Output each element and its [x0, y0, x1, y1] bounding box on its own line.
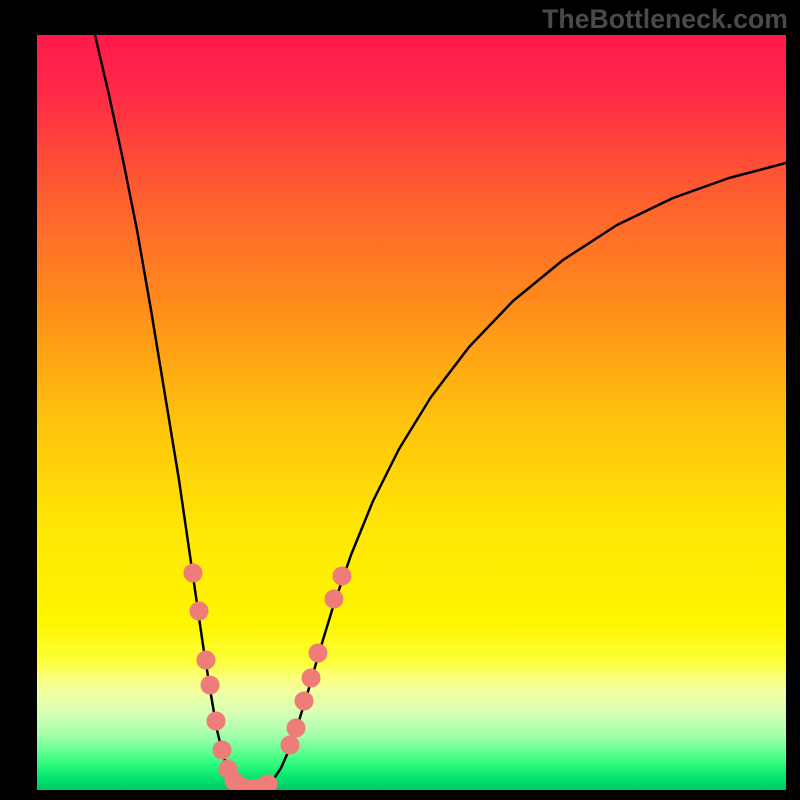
curve-marker — [333, 567, 351, 585]
curve-marker — [207, 712, 225, 730]
curve-marker — [184, 564, 202, 582]
curve-marker — [201, 676, 219, 694]
curve-marker — [259, 775, 277, 790]
plot-area — [37, 35, 786, 790]
curve-layer — [37, 35, 786, 790]
curve-markers — [184, 564, 351, 790]
curve-marker — [309, 644, 327, 662]
curve-marker — [281, 736, 299, 754]
v-curve — [95, 35, 786, 789]
curve-marker — [325, 590, 343, 608]
curve-marker — [302, 669, 320, 687]
attribution-label: TheBottleneck.com — [542, 4, 788, 35]
curve-marker — [197, 651, 215, 669]
curve-marker — [295, 692, 313, 710]
curve-marker — [190, 602, 208, 620]
curve-marker — [287, 719, 305, 737]
curve-marker — [213, 741, 231, 759]
chart-container: TheBottleneck.com — [0, 0, 800, 800]
